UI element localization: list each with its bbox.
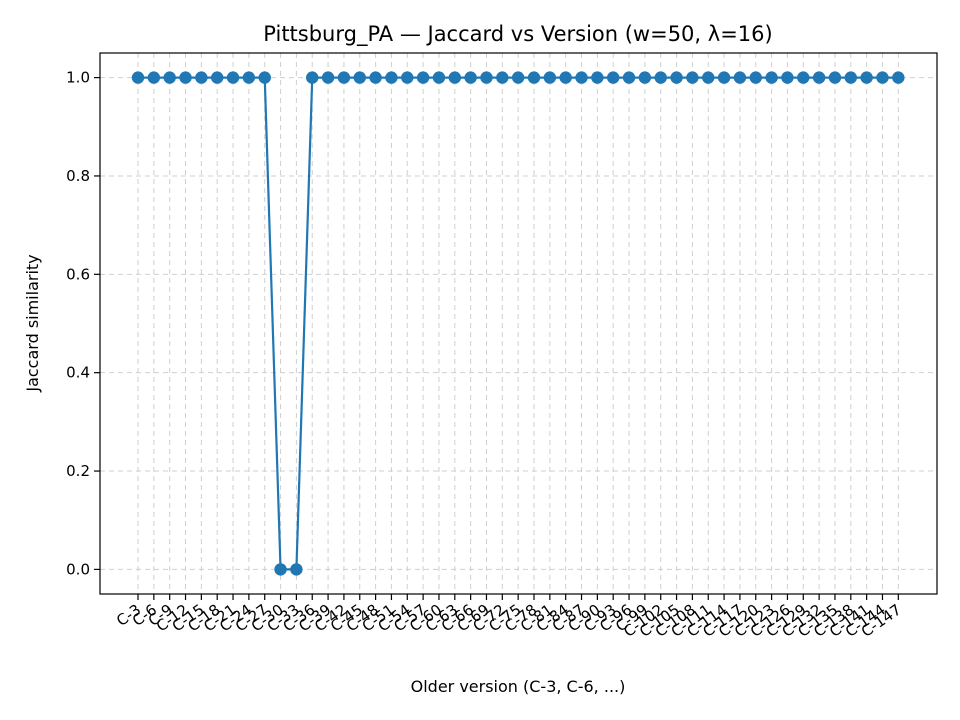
data-point	[591, 71, 604, 84]
y-tick-label: 0.2	[66, 462, 90, 480]
data-point	[306, 71, 319, 84]
data-point	[828, 71, 842, 84]
data-point	[607, 71, 620, 84]
x-axis: C-3C-6C-9C-12C-15C-18C-21C-24C-27C-30C-3…	[113, 594, 905, 641]
data-point	[290, 563, 303, 576]
data-point	[527, 71, 541, 84]
data-point	[543, 71, 557, 84]
data-point	[717, 71, 731, 84]
data-point	[274, 563, 287, 576]
data-point	[163, 71, 176, 84]
data-point	[179, 71, 192, 84]
data-point	[559, 71, 572, 84]
data-point	[258, 71, 271, 84]
data-point	[511, 71, 525, 84]
data-point	[226, 71, 240, 84]
grid-layer	[100, 53, 937, 594]
data-point	[781, 71, 794, 84]
data-point	[496, 71, 509, 84]
data-point	[195, 71, 208, 84]
data-point	[670, 71, 683, 84]
y-tick-label: 0.0	[66, 560, 90, 578]
data-point	[432, 71, 446, 84]
data-point	[448, 71, 461, 84]
y-tick-label: 1.0	[66, 69, 90, 87]
data-point	[749, 71, 762, 84]
data-point	[464, 71, 477, 84]
chart-title: Pittsburg_PA — Jaccard vs Version (w=50,…	[263, 22, 772, 47]
x-axis-label: Older version (C-3, C-6, ...)	[411, 677, 626, 696]
data-point	[480, 71, 493, 84]
y-tick-label: 0.8	[66, 167, 90, 185]
y-axis-label: Jaccard similarity	[23, 254, 42, 392]
data-point	[638, 71, 652, 84]
data-point	[812, 71, 826, 84]
data-point	[337, 71, 351, 84]
data-point	[416, 71, 430, 84]
y-tick-label: 0.4	[66, 364, 90, 382]
data-point	[876, 71, 889, 84]
data-point	[622, 71, 636, 84]
data-point	[702, 71, 715, 84]
series-layer	[131, 71, 905, 576]
data-point	[860, 71, 873, 84]
y-axis: 0.0 0.2 0.4 0.6 0.8 1.0	[66, 69, 100, 578]
data-point	[321, 71, 335, 84]
data-point	[369, 71, 382, 84]
data-point	[575, 71, 588, 84]
data-point	[147, 71, 161, 84]
data-point	[686, 71, 699, 84]
y-tick-label: 0.6	[66, 265, 90, 283]
data-point	[242, 71, 256, 84]
data-point	[733, 71, 747, 84]
data-point	[797, 71, 810, 84]
data-point	[211, 71, 224, 84]
data-point	[654, 71, 667, 84]
data-point	[765, 71, 778, 84]
data-point	[401, 71, 414, 84]
data-point	[131, 71, 145, 84]
data-point	[844, 71, 857, 84]
data-point	[385, 71, 398, 84]
data-point	[353, 71, 366, 84]
data-point	[892, 71, 905, 84]
